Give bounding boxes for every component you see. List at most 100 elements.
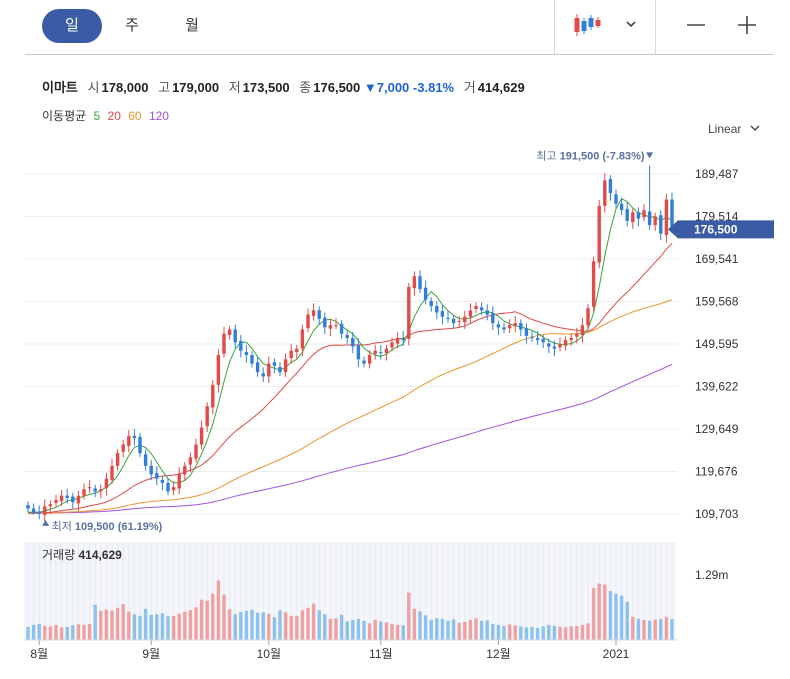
volume-bar (43, 625, 47, 640)
volume-bar (306, 607, 310, 640)
volume-bar (177, 613, 181, 640)
candle (563, 336, 568, 351)
volume-bar (267, 613, 271, 640)
candle-body (664, 199, 669, 235)
candle-body (446, 317, 450, 319)
candle (407, 283, 411, 346)
tab-daily[interactable]: 일 (42, 9, 102, 43)
candle-body (278, 366, 282, 373)
candle (379, 345, 383, 360)
ma-60-label[interactable]: 60 (128, 109, 142, 123)
candle-body (300, 329, 305, 349)
candle-body (99, 489, 103, 492)
volume-bar (48, 626, 53, 640)
volume-bar (636, 618, 641, 640)
minus-icon[interactable] (685, 14, 707, 41)
candle (485, 304, 489, 321)
plus-icon[interactable] (736, 14, 758, 41)
candle (384, 344, 389, 361)
candle (227, 325, 232, 340)
candle-body (491, 313, 495, 324)
x-tick-label: 2021 (603, 647, 630, 661)
volume-bar (222, 594, 226, 640)
candle-body (569, 338, 573, 341)
volume-bar (597, 583, 601, 640)
tab-monthly[interactable]: 월 (185, 17, 199, 34)
candle-body (87, 487, 92, 489)
candle (255, 357, 260, 377)
candle (608, 175, 613, 201)
volume-bar (54, 624, 58, 640)
volume-bar (457, 622, 461, 640)
volume-bar (379, 621, 383, 640)
candle (552, 340, 557, 357)
volume-bar (401, 625, 405, 640)
candle-body (597, 205, 601, 263)
candle-body (272, 362, 277, 366)
candle-body (328, 325, 333, 329)
candle (339, 320, 344, 339)
volume-bar (362, 620, 366, 640)
candle-body (43, 506, 47, 515)
ma-20-label[interactable]: 20 (107, 109, 121, 123)
ma-120-label[interactable]: 120 (148, 109, 169, 123)
candle (659, 210, 663, 241)
candle-body (401, 338, 405, 341)
volume-bar (339, 614, 344, 640)
volume-bar (552, 625, 557, 640)
candle-body (115, 453, 120, 466)
ma-5-label[interactable]: 5 (93, 109, 101, 123)
scale-mode-dropdown[interactable]: Linear (708, 122, 761, 136)
volume-bar (300, 610, 305, 640)
candle-body (171, 487, 176, 491)
candle-body (463, 316, 467, 323)
volume-bar (502, 625, 506, 640)
candle-body (132, 436, 137, 439)
volume-bar (653, 619, 657, 640)
toolbar-divider (655, 0, 656, 54)
candle (362, 356, 366, 368)
volume-bar (26, 626, 30, 640)
candle (547, 338, 551, 354)
chart-toolbar: 일 주 월 (25, 0, 774, 55)
candle-body (552, 346, 557, 349)
volume-bar (295, 615, 299, 640)
candle-body (670, 199, 674, 230)
volume-bar (160, 613, 165, 640)
volume-bar (558, 626, 562, 640)
volume-bar (127, 611, 131, 640)
candle-body (603, 180, 607, 206)
volume-bar (250, 609, 254, 640)
volume-bar (334, 618, 338, 640)
candle-body (418, 276, 422, 290)
y-tick-label: 159,568 (695, 295, 739, 309)
candle (272, 358, 277, 374)
candlestick-icon[interactable] (573, 12, 603, 43)
stock-name: 이마트 (42, 80, 78, 95)
candle (446, 310, 450, 323)
candle (631, 208, 635, 229)
candle-body (65, 495, 69, 498)
volume-bar (530, 626, 534, 640)
chevron-down-icon[interactable] (625, 16, 637, 34)
candle-body (54, 499, 58, 503)
volume-bar (446, 620, 450, 640)
volume-bar (563, 627, 568, 640)
candle (575, 327, 579, 344)
volume-bar (155, 614, 159, 640)
candle-body (205, 406, 209, 427)
volume-bar (76, 624, 81, 640)
candle (491, 306, 495, 330)
candle (143, 449, 148, 471)
candle-body (412, 276, 417, 289)
toolbar-divider (554, 0, 555, 54)
candle (468, 303, 473, 325)
candle (59, 489, 64, 507)
candle (48, 500, 53, 514)
tab-weekly[interactable]: 주 (125, 17, 139, 34)
moving-average-legend: 이동평균 5 20 60 120 (42, 107, 169, 124)
candle (306, 308, 310, 333)
candle-body (339, 323, 344, 334)
candle-body (188, 457, 193, 465)
candle-body (563, 340, 568, 346)
